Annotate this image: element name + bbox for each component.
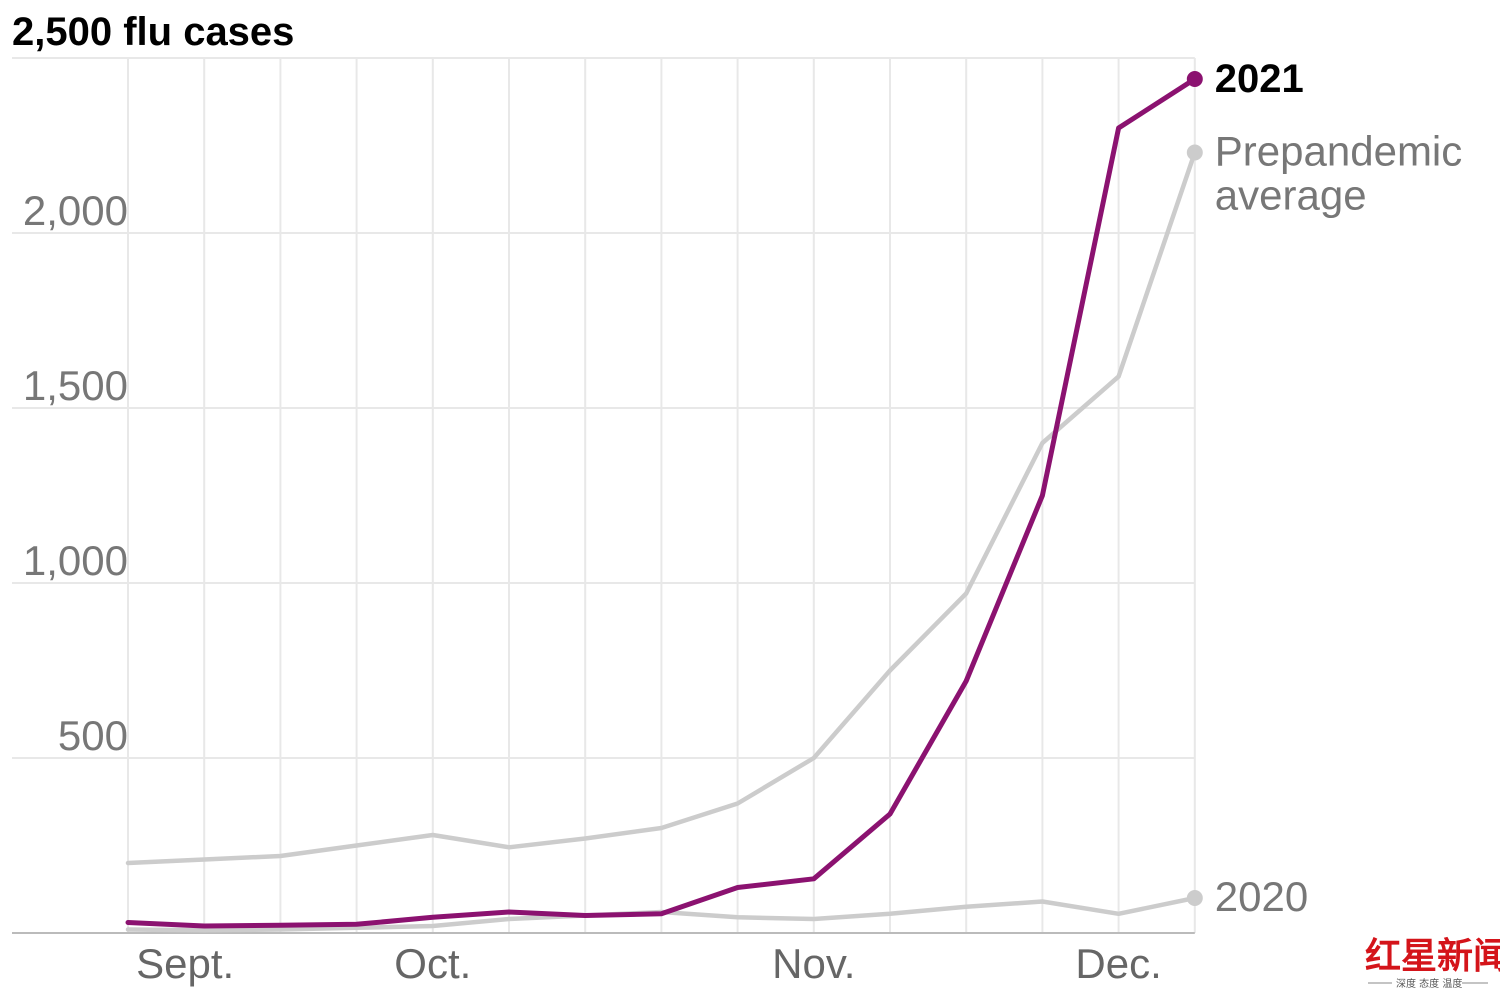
y-tick-label: 2,000 [23, 187, 128, 234]
series-endpoint-2020 [1186, 890, 1203, 906]
x-tick-label: Nov. [772, 940, 855, 987]
watermark-subtext: 深度 态度 温度 [1396, 977, 1462, 990]
series-line-2021 [125, 76, 1198, 929]
series-label-2021: 2021 [1215, 57, 1304, 101]
series-label-2020: 2020 [1215, 873, 1308, 920]
chart-title: 2,500 flu cases [12, 10, 294, 54]
series-label-prepandemic-average: average [1215, 172, 1367, 219]
watermark-text: 红星新闻 [1365, 935, 1500, 977]
y-tick-label: 1,500 [23, 362, 128, 409]
series-layer [125, 71, 1203, 933]
series-endpoint-prepandemic-average [1186, 144, 1203, 161]
y-axis: 500 1,000 1,500 2,000 [23, 187, 128, 759]
x-tick-label: Sept. [136, 940, 234, 987]
y-tick-label: 1,000 [23, 537, 128, 584]
x-tick-label: Dec. [1075, 940, 1161, 987]
y-tick-label: 500 [58, 712, 128, 759]
watermark-logo: 红星新闻 深度 态度 温度 [1365, 935, 1500, 990]
series-line-prepandemic-average [125, 150, 1198, 866]
x-tick-label: Oct. [394, 940, 471, 987]
series-endpoint-2021 [1186, 71, 1203, 87]
x-axis: Sept. Oct. Nov. Dec. [136, 940, 1162, 987]
series-label-prepandemic-average: Prepandemic [1215, 128, 1462, 175]
